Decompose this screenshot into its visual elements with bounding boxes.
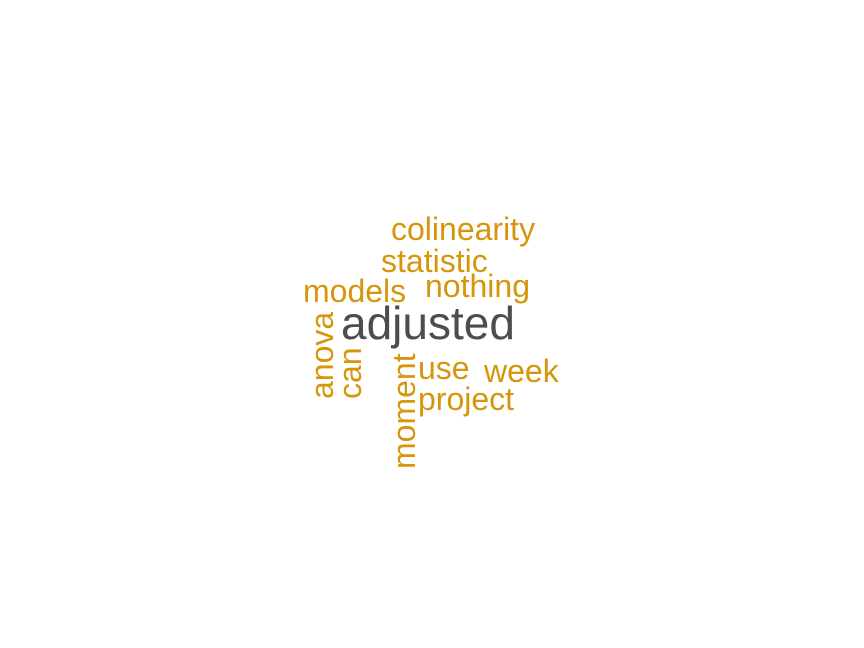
word-nothing: nothing [425, 268, 530, 304]
word-moment: moment [386, 353, 422, 469]
word-adjusted: adjusted [341, 297, 515, 349]
word-colinearity: colinearity [391, 211, 536, 247]
word-use: use [418, 350, 470, 386]
word-models: models [303, 273, 407, 309]
word-can: can [332, 347, 368, 399]
word-statistic: statistic [381, 243, 488, 279]
word-project: project [418, 381, 515, 417]
word-week: week [484, 353, 559, 389]
